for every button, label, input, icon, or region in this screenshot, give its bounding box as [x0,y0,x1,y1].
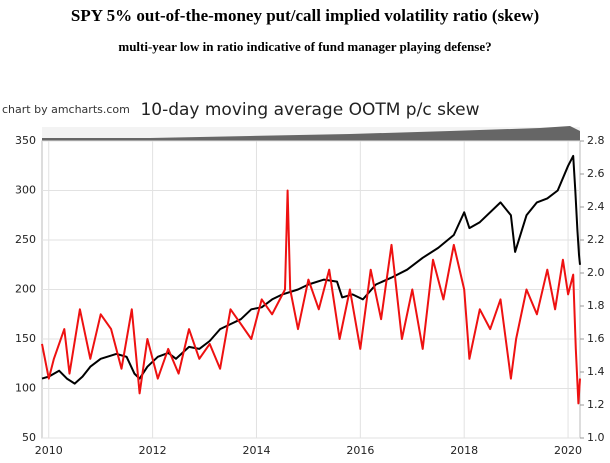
navigator-area [42,126,580,141]
y-tick-label: 50 [22,431,36,444]
y2-tick-label: 2.4 [587,200,605,213]
y2-tick-label: 1.2 [587,398,605,411]
chart-subtitle: multi-year low in ratio indicative of fu… [118,39,491,54]
series-line [41,154,581,385]
chart-title: SPY 5% out-of-the-money put/call implied… [71,6,539,25]
y2-tick-label: 1.8 [587,299,605,312]
y-tick-label: 350 [15,134,36,147]
y-tick-label: 300 [15,184,36,197]
y2-tick-label: 2.6 [587,167,605,180]
y2-tick-label: 2.2 [587,233,605,246]
x-tick-label: 2016 [346,444,374,457]
series-line [41,189,581,405]
y2-tick-label: 1.4 [587,365,605,378]
y-tick-label: 100 [15,382,36,395]
x-tick-label: 2018 [450,444,478,457]
credit: chart by amcharts.com [2,103,130,116]
y2-tick-label: 1.6 [587,332,605,345]
y2-tick-label: 1.0 [587,431,605,444]
x-tick-label: 2014 [242,444,270,457]
x-tick-label: 2012 [139,444,167,457]
y-tick-label: 250 [15,233,36,246]
y2-tick-label: 2.8 [587,134,605,147]
y-tick-label: 200 [15,283,36,296]
inner-title: 10-day moving average OOTM p/c skew [140,100,479,120]
x-tick-label: 2010 [35,444,63,457]
y-tick-label: 150 [15,332,36,345]
x-tick-label: 2020 [554,444,582,457]
y2-tick-label: 2.0 [587,266,605,279]
